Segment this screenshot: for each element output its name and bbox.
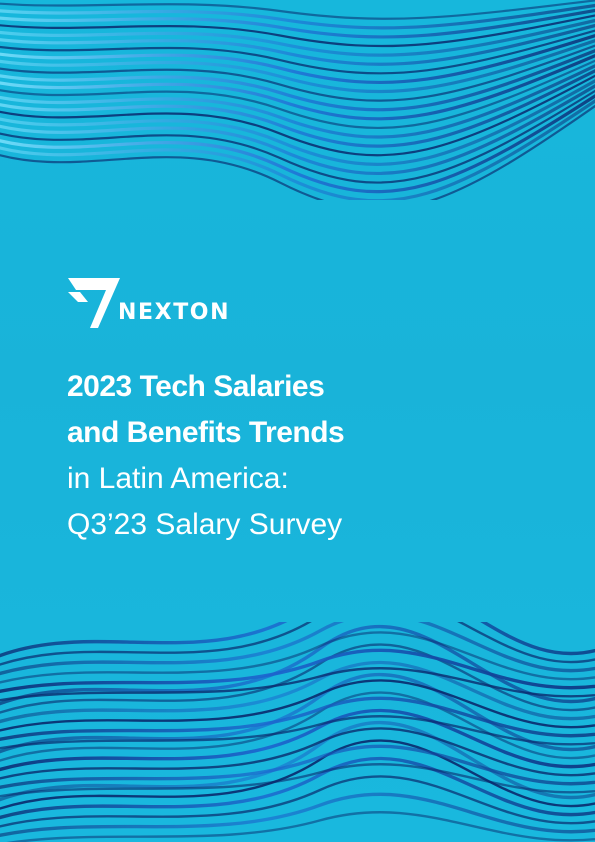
- wave-ribbon: [0, 64, 595, 139]
- wave-ribbon: [0, 54, 595, 121]
- wave-ribbon: [0, 624, 595, 706]
- wave-ribbon: [0, 33, 595, 85]
- wave-ribbon: [0, 74, 595, 157]
- wave-ribbon: [0, 631, 595, 684]
- top-wave-graphic: [0, 0, 595, 200]
- title-line-2: and Benefits Trends: [67, 416, 345, 449]
- wave-ribbon: [0, 104, 595, 200]
- wave-ribbon: [0, 49, 595, 112]
- wave-ribbon: [0, 648, 595, 694]
- subtitle-line-2: Q3’23 Salary Survey: [67, 508, 343, 541]
- nexton-logo: NEXTON: [68, 276, 238, 328]
- wave-ribbon: [0, 739, 595, 810]
- wave-ribbon: [0, 3, 595, 30]
- wave-ribbon: [0, 744, 595, 790]
- wave-ribbon: [0, 756, 595, 820]
- wave-ribbon: [0, 38, 595, 94]
- wave-ribbon: [0, 79, 595, 166]
- wave-ribbon: [0, 8, 595, 39]
- wave-ribbon: [0, 84, 595, 175]
- wave-ribbon: [0, 667, 595, 702]
- wave-ribbon: [0, 720, 595, 802]
- wave-ribbon: [0, 59, 595, 129]
- wave-ribbon: [0, 691, 595, 762]
- wave-ribbon: [0, 622, 595, 658]
- cover-title: 2023 Tech Salaries and Benefits Trends i…: [67, 364, 527, 548]
- wave-ribbon: [0, 94, 595, 194]
- wave-ribbon: [0, 715, 595, 750]
- wave-ribbon: [0, 708, 595, 772]
- wave-ribbon: [0, 727, 595, 780]
- subtitle-line-1: in Latin America:: [67, 462, 289, 495]
- wave-ribbon: [0, 14, 595, 48]
- brand-wordmark: NEXTON: [118, 300, 231, 325]
- wave-ribbon: [0, 696, 595, 742]
- seven-logo-icon: [68, 278, 120, 328]
- wave-ribbon: [0, 679, 595, 732]
- wave-ribbon: [0, 18, 595, 57]
- wave-ribbon: [0, 643, 595, 714]
- wave-ribbon: [0, 622, 595, 676]
- wave-ribbon: [0, 775, 595, 828]
- wave-ribbon: [0, 99, 595, 200]
- wave-ribbon: [6, 811, 595, 842]
- wave-ribbon: [0, 660, 595, 724]
- wave-ribbon: [0, 622, 595, 666]
- wave-ribbon: [0, 23, 595, 66]
- wave-ribbon: [0, 44, 595, 102]
- bottom-wave-graphic: [0, 622, 595, 842]
- title-line-1: 2023 Tech Salaries: [67, 370, 325, 403]
- wave-ribbon: [0, 0, 595, 20]
- wave-ribbon: [0, 89, 595, 184]
- wave-ribbon: [0, 672, 595, 754]
- wave-ribbon: [0, 69, 595, 148]
- wave-ribbon: [0, 29, 595, 75]
- wave-ribbon: [0, 763, 595, 798]
- wave-ribbon: [0, 792, 595, 838]
